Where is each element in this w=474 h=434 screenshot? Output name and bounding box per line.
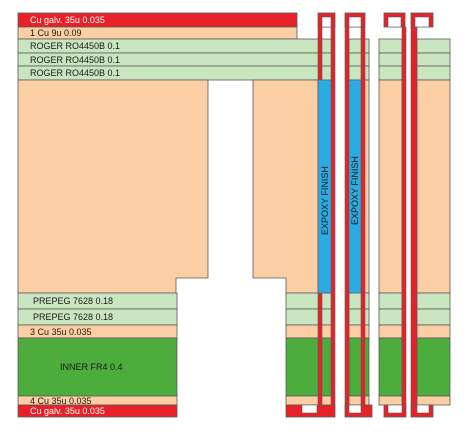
col3-roger-2 <box>378 52 403 67</box>
col3-roger-3 <box>378 65 403 81</box>
col2-roger-2 <box>348 52 370 67</box>
col3-prepreg-1 <box>378 292 403 310</box>
label-prepreg-2: PREPEG 7628 0.18 <box>33 312 113 322</box>
label-cu-galv-top: Cu galv. 35u 0.035 <box>30 15 105 25</box>
label-cu-3: 3 Cu 35u 0.035 <box>30 327 92 337</box>
core-middle <box>252 79 319 294</box>
layer-cu-galv-bottom <box>17 404 178 418</box>
label-roger-2: ROGER RO4450B 0.1 <box>30 55 120 65</box>
label-roger-1: ROGER RO4450B 0.1 <box>30 41 120 51</box>
col2-cu-4 <box>348 395 370 406</box>
col4-prepreg-2 <box>416 308 451 326</box>
col4-roger-2 <box>416 52 451 67</box>
col4-fr4 <box>416 337 451 397</box>
col4-cu-3 <box>416 324 451 339</box>
via-4 <box>410 12 434 418</box>
middle-cu-3 <box>285 324 334 339</box>
label-epoxy-1: EXPOXY FINISH <box>320 166 330 235</box>
col4-cu-4 <box>416 395 451 406</box>
col3-prepreg-2 <box>378 308 403 326</box>
col4-roger-3 <box>416 65 451 81</box>
label-cu-4: 4 Cu 35u 0.035 <box>30 396 92 406</box>
middle-prepreg-1 <box>285 292 334 310</box>
col2-roger-1 <box>348 38 370 54</box>
label-epoxy-2: EXPOXY FINISH <box>350 156 360 225</box>
col4-core <box>416 79 451 294</box>
col4-roger-1 <box>416 38 451 54</box>
via-2 <box>344 12 373 418</box>
col2-prepreg-1 <box>348 292 370 310</box>
col3-roger-1 <box>378 38 403 54</box>
col2-fr4 <box>348 337 370 397</box>
epoxy-fill-2 <box>348 79 362 294</box>
col3-core <box>378 79 403 294</box>
via-3 <box>383 12 407 418</box>
epoxy-fill-1 <box>317 79 332 294</box>
label-cu-1: 1 Cu 9u 0.09 <box>30 28 82 38</box>
col2-cu-3 <box>348 324 370 339</box>
layer-inner-fr4 <box>17 337 178 397</box>
col2-roger-3 <box>348 65 370 81</box>
middle-cu-4 <box>285 395 334 406</box>
col4-prepreg-1 <box>416 292 451 310</box>
col3-cu-4 <box>378 395 403 406</box>
col2-prepreg-2 <box>348 308 370 326</box>
label-inner-fr4: INNER FR4 0.4 <box>60 362 123 372</box>
middle-fr4 <box>285 337 334 397</box>
label-prepreg-1: PREPEG 7628 0.18 <box>33 296 113 306</box>
middle-prepreg-2 <box>285 308 334 326</box>
core-left <box>17 79 209 294</box>
label-cu-galv-bottom: Cu galv. 35u 0.035 <box>30 406 105 416</box>
col3-fr4 <box>378 337 403 397</box>
col3-cu-3 <box>378 324 403 339</box>
label-roger-3: ROGER RO4450B 0.1 <box>30 68 120 78</box>
